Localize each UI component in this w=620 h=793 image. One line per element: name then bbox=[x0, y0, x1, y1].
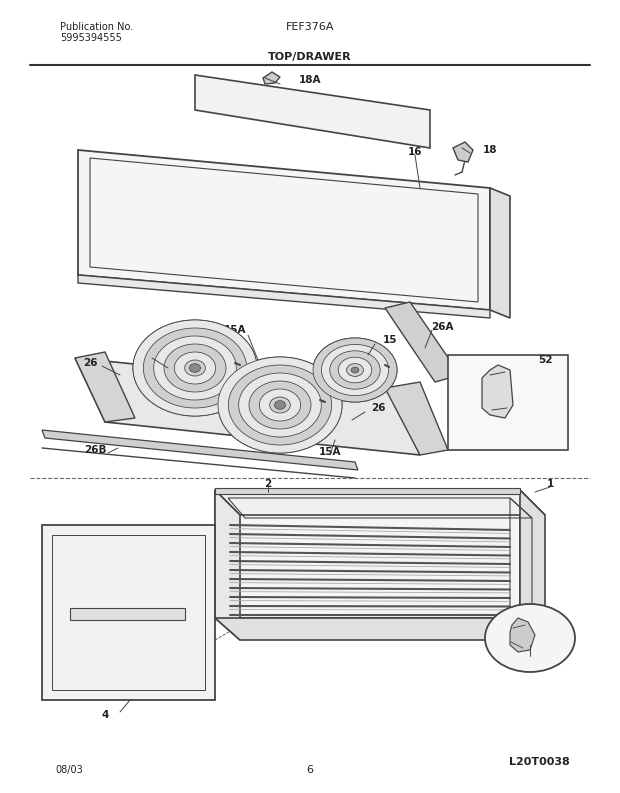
Text: 16: 16 bbox=[408, 147, 422, 157]
Text: L20T0038: L20T0038 bbox=[509, 757, 570, 767]
Polygon shape bbox=[70, 608, 185, 620]
Text: 15: 15 bbox=[141, 350, 155, 360]
Polygon shape bbox=[195, 75, 430, 148]
Polygon shape bbox=[75, 358, 420, 455]
Text: 18: 18 bbox=[483, 145, 497, 155]
Ellipse shape bbox=[321, 344, 389, 396]
Polygon shape bbox=[42, 430, 358, 470]
Ellipse shape bbox=[185, 360, 205, 376]
Text: 1: 1 bbox=[546, 479, 554, 489]
Polygon shape bbox=[385, 302, 460, 382]
Polygon shape bbox=[215, 490, 545, 515]
Ellipse shape bbox=[133, 320, 257, 416]
Polygon shape bbox=[482, 365, 513, 418]
Ellipse shape bbox=[218, 357, 342, 453]
Ellipse shape bbox=[347, 364, 363, 377]
Ellipse shape bbox=[275, 400, 286, 409]
Polygon shape bbox=[263, 72, 280, 84]
Polygon shape bbox=[78, 150, 490, 310]
Text: 2: 2 bbox=[264, 479, 272, 489]
Polygon shape bbox=[215, 490, 240, 640]
Polygon shape bbox=[490, 188, 510, 318]
Ellipse shape bbox=[313, 338, 397, 402]
Text: 7: 7 bbox=[526, 655, 534, 665]
Bar bbox=[448, 355, 568, 450]
Polygon shape bbox=[510, 618, 535, 652]
Ellipse shape bbox=[270, 397, 290, 413]
Ellipse shape bbox=[174, 352, 216, 384]
Text: 26A: 26A bbox=[431, 322, 453, 332]
Ellipse shape bbox=[313, 338, 397, 402]
Ellipse shape bbox=[164, 344, 226, 392]
Text: 15A: 15A bbox=[224, 325, 246, 335]
Text: 26: 26 bbox=[371, 403, 385, 413]
Text: 08/03: 08/03 bbox=[55, 765, 82, 775]
Polygon shape bbox=[215, 618, 545, 640]
Polygon shape bbox=[520, 490, 545, 640]
Ellipse shape bbox=[249, 381, 311, 429]
Polygon shape bbox=[78, 275, 490, 318]
Text: 5995394555: 5995394555 bbox=[60, 33, 122, 43]
Ellipse shape bbox=[239, 373, 321, 437]
Text: TOP/DRAWER: TOP/DRAWER bbox=[268, 52, 352, 62]
Text: 15A: 15A bbox=[319, 447, 341, 457]
Polygon shape bbox=[215, 488, 520, 494]
Text: eReplacementParts.com: eReplacementParts.com bbox=[229, 426, 331, 435]
Ellipse shape bbox=[133, 320, 257, 416]
Text: 15: 15 bbox=[383, 335, 397, 345]
Ellipse shape bbox=[485, 604, 575, 672]
Ellipse shape bbox=[338, 357, 372, 383]
Text: 4: 4 bbox=[101, 710, 108, 720]
Ellipse shape bbox=[190, 364, 201, 373]
Text: 52: 52 bbox=[538, 355, 552, 365]
Text: 26: 26 bbox=[82, 358, 97, 368]
Polygon shape bbox=[453, 142, 473, 162]
Ellipse shape bbox=[351, 367, 359, 373]
Ellipse shape bbox=[330, 351, 380, 389]
Polygon shape bbox=[385, 382, 448, 455]
Polygon shape bbox=[75, 352, 135, 422]
Polygon shape bbox=[42, 525, 215, 700]
Text: 6: 6 bbox=[306, 765, 314, 775]
Ellipse shape bbox=[259, 389, 301, 421]
Text: 26B: 26B bbox=[84, 445, 106, 455]
Text: 18A: 18A bbox=[299, 75, 321, 85]
Ellipse shape bbox=[143, 328, 247, 408]
Text: FEF376A: FEF376A bbox=[286, 22, 334, 32]
Text: Publication No.: Publication No. bbox=[60, 22, 133, 32]
Polygon shape bbox=[215, 490, 520, 618]
Ellipse shape bbox=[228, 365, 332, 445]
Ellipse shape bbox=[218, 357, 342, 453]
Ellipse shape bbox=[154, 336, 236, 400]
